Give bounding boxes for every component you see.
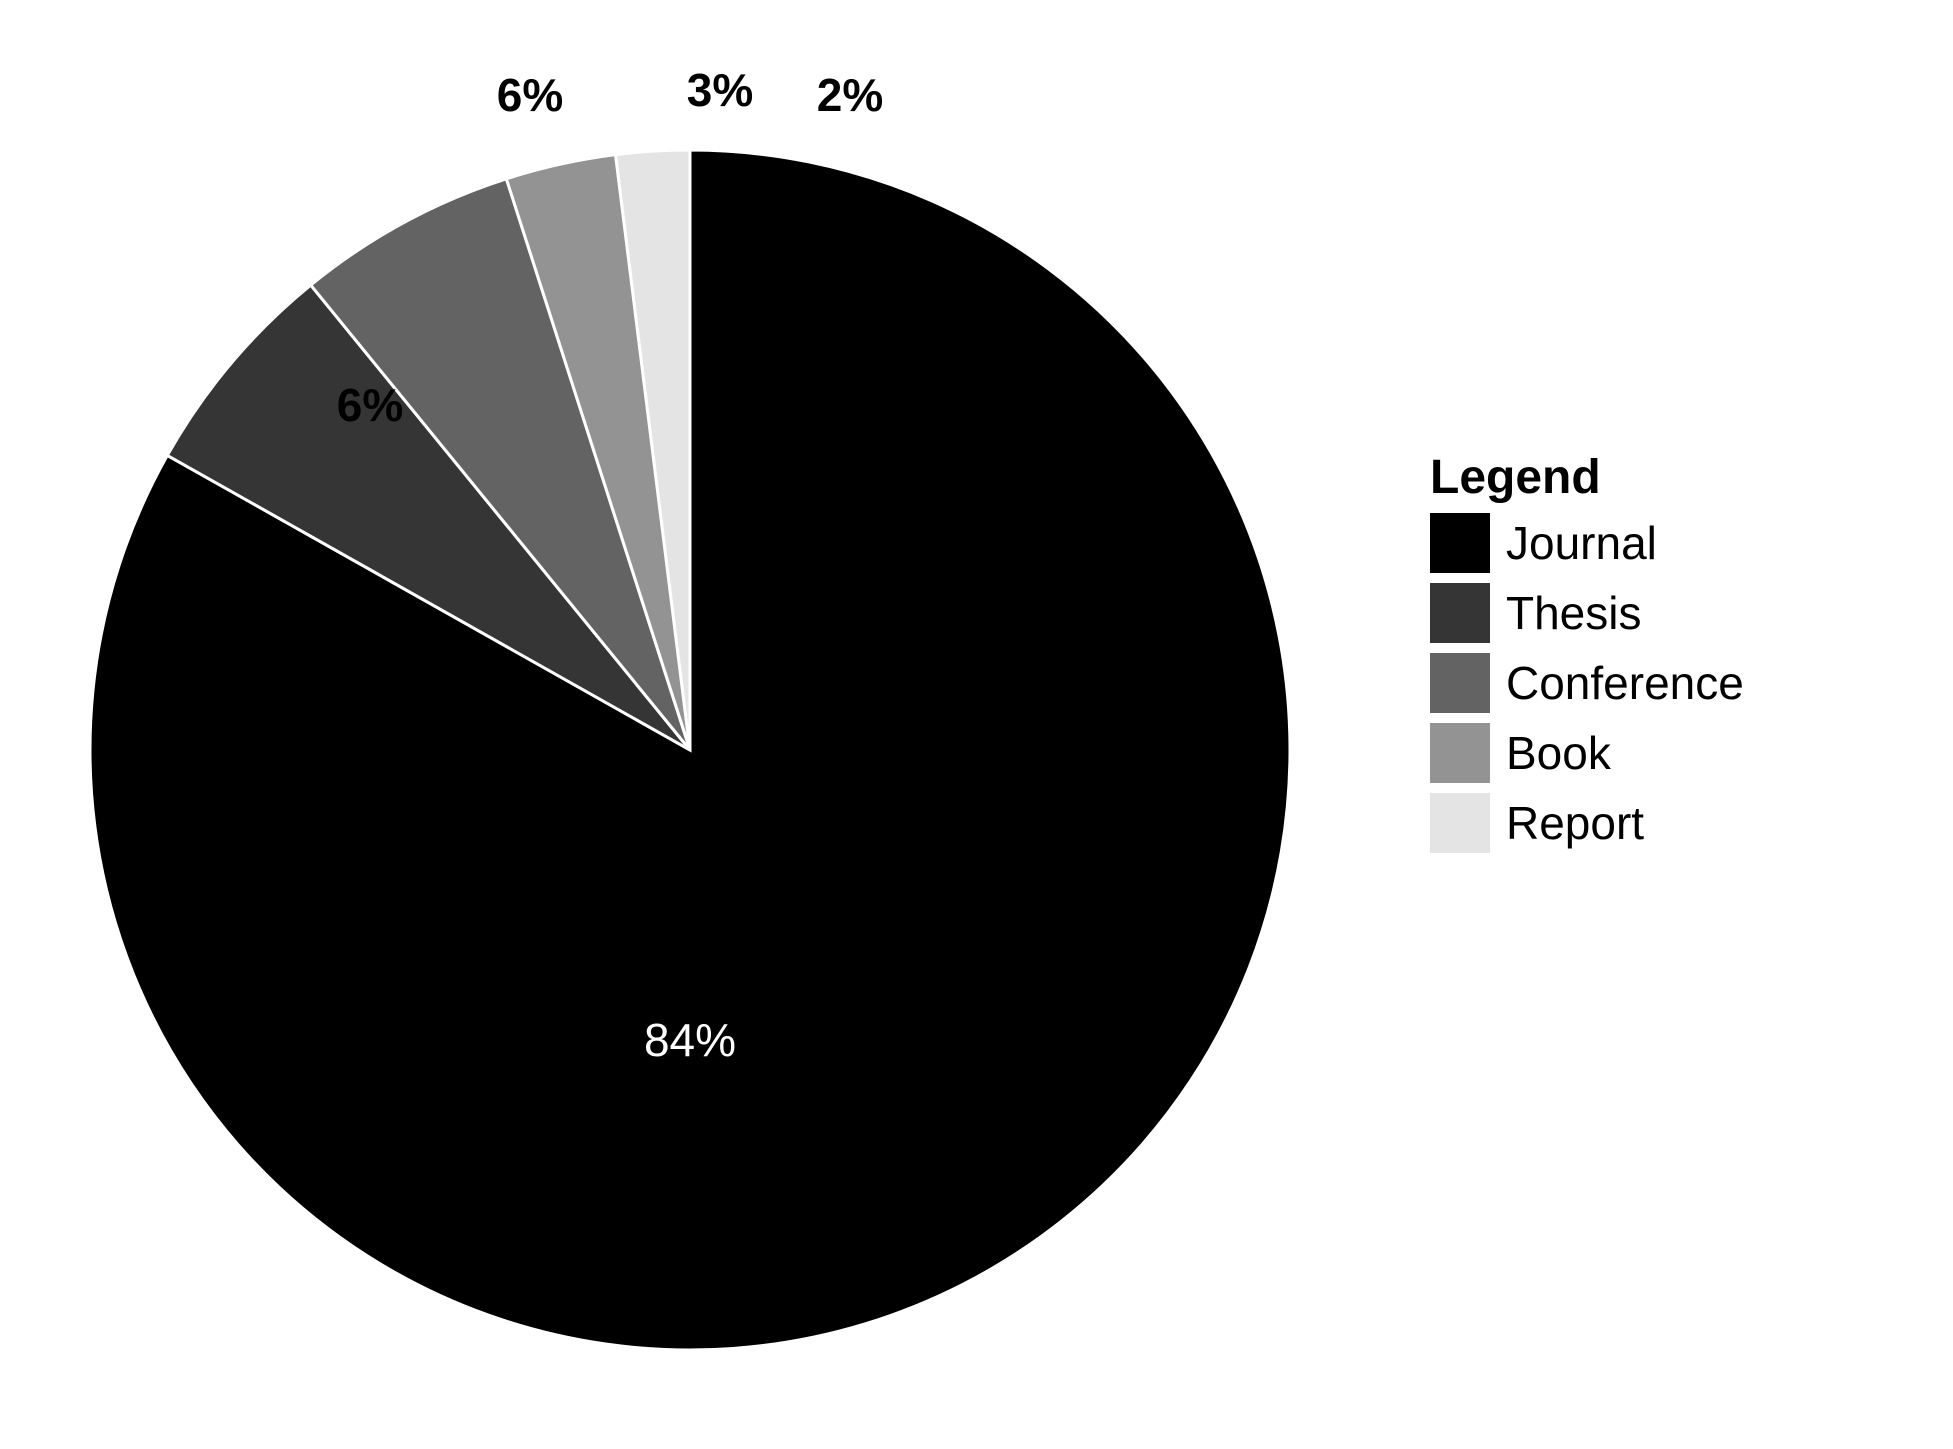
legend-swatch-thesis (1430, 583, 1490, 643)
legend-label-conference: Conference (1506, 656, 1744, 710)
legend-label-thesis: Thesis (1506, 586, 1641, 640)
slice-label-thesis: 6% (337, 378, 403, 432)
legend-row-book: Book (1430, 723, 1744, 783)
legend-label-journal: Journal (1506, 516, 1657, 570)
legend-swatch-report (1430, 793, 1490, 853)
slice-label-book: 3% (687, 63, 753, 117)
legend-swatch-book (1430, 723, 1490, 783)
slice-label-conference: 6% (497, 68, 563, 122)
legend-title: Legend (1430, 450, 1744, 505)
legend-row-report: Report (1430, 793, 1744, 853)
legend-label-book: Book (1506, 726, 1611, 780)
pie-chart (80, 140, 1300, 1360)
legend-row-conference: Conference (1430, 653, 1744, 713)
legend-items: Journal Thesis Conference Book Report (1430, 513, 1744, 853)
legend-swatch-conference (1430, 653, 1490, 713)
legend-row-journal: Journal (1430, 513, 1744, 573)
chart-container: 84% 6% 6% 3% 2% Legend Journal Thesis Conferen… (0, 0, 1953, 1449)
slice-label-journal: 84% (644, 1013, 736, 1067)
legend-row-thesis: Thesis (1430, 583, 1744, 643)
legend-label-report: Report (1506, 796, 1644, 850)
legend: Legend Journal Thesis Conference Book Report (1430, 450, 1744, 863)
slice-label-report: 2% (817, 68, 883, 122)
legend-swatch-journal (1430, 513, 1490, 573)
